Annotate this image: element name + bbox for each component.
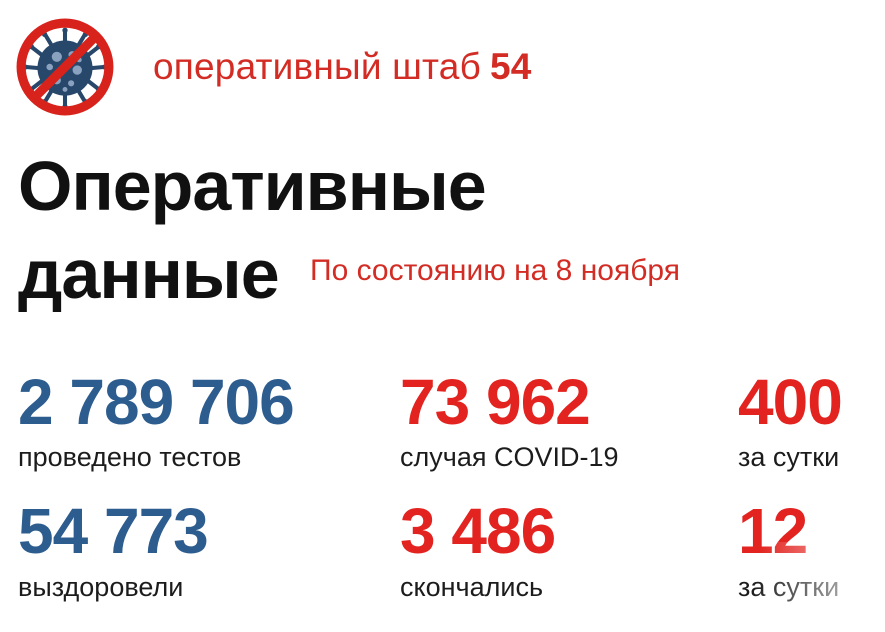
stat-label: выздоровели	[18, 571, 184, 602]
stat-value: 73 962	[400, 366, 591, 438]
stat-cases-daily: 400 за сутки	[738, 366, 868, 473]
stat-value: 3 486	[400, 495, 556, 568]
stat-deaths: 3 486 скончались	[400, 495, 738, 602]
page-title-line1: Оперативные	[18, 147, 487, 225]
brand-text: оперативный штаб	[153, 46, 481, 87]
date-note: По состоянию на 8 ноября	[310, 254, 680, 287]
brand-number: 54	[489, 46, 532, 87]
stat-value: 2 789 706	[18, 366, 295, 438]
page-title-line2: данные	[18, 234, 280, 313]
stat-label: случая COVID-19	[400, 442, 619, 473]
stat-value: 12	[738, 495, 808, 568]
stats-grid: 2 789 706 проведено тестов 73 962 случая…	[18, 366, 868, 603]
stat-value: 400	[738, 366, 843, 438]
brand-header: оперативный штаб 54	[153, 46, 532, 88]
stat-label: за сутки	[738, 571, 840, 602]
no-virus-icon	[14, 16, 116, 118]
stat-value: 54 773	[18, 495, 209, 568]
stat-label: скончались	[400, 571, 544, 602]
stat-tests: 2 789 706 проведено тестов	[18, 366, 400, 473]
stat-label: за сутки	[738, 442, 840, 473]
stat-deaths-daily: 12 за сутки	[738, 495, 868, 602]
page-title: Оперативные данные	[18, 143, 487, 318]
stat-label: проведено тестов	[18, 442, 242, 473]
stat-cases: 73 962 случая COVID-19	[400, 366, 738, 473]
stat-recovered: 54 773 выздоровели	[18, 495, 400, 602]
